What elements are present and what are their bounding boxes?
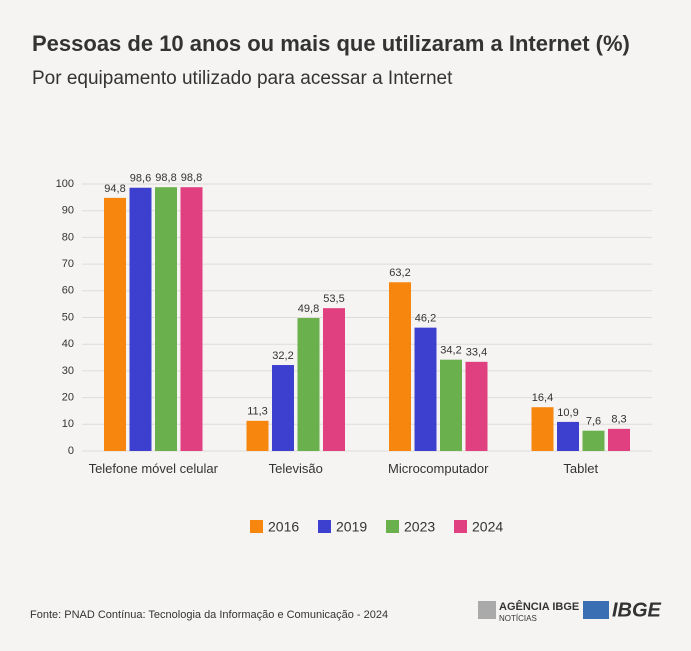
bar bbox=[465, 361, 488, 451]
bar bbox=[180, 187, 203, 452]
logo-icon bbox=[478, 601, 496, 619]
bar bbox=[104, 197, 126, 451]
bar bbox=[414, 327, 437, 451]
value-label: 16,4 bbox=[532, 392, 553, 404]
y-tick-label: 10 bbox=[62, 418, 74, 430]
value-label: 7,6 bbox=[586, 416, 601, 428]
bar bbox=[389, 282, 411, 451]
logo-ibge: IBGE bbox=[583, 599, 662, 621]
bar bbox=[129, 187, 152, 451]
y-tick-label: 100 bbox=[56, 178, 74, 190]
bar bbox=[323, 308, 345, 451]
y-tick-label: 70 bbox=[62, 258, 74, 270]
logo-text: NOTÍCIAS bbox=[499, 614, 537, 623]
x-tick-label: Tablet bbox=[563, 461, 599, 476]
bar bbox=[246, 420, 269, 451]
y-tick-label: 50 bbox=[62, 311, 74, 323]
legend-label: 2024 bbox=[472, 519, 503, 535]
legend-swatch bbox=[318, 520, 331, 533]
y-tick-label: 30 bbox=[62, 365, 74, 377]
bar bbox=[582, 430, 605, 451]
y-tick-label: 90 bbox=[62, 205, 74, 217]
value-label: 10,9 bbox=[557, 407, 578, 419]
legend-swatch bbox=[454, 520, 467, 533]
x-tick-label: Telefone móvel celular bbox=[88, 461, 218, 476]
legend-swatch bbox=[386, 520, 399, 533]
bar bbox=[440, 359, 462, 451]
value-label: 98,6 bbox=[130, 173, 151, 185]
value-label: 46,2 bbox=[415, 313, 436, 325]
value-label: 11,3 bbox=[247, 406, 268, 418]
legend-label: 2023 bbox=[404, 519, 435, 535]
value-label: 33,4 bbox=[466, 347, 487, 359]
x-tick-label: Televisão bbox=[268, 461, 323, 476]
legend-swatch bbox=[250, 520, 263, 533]
bar bbox=[557, 421, 579, 451]
source: Fonte: PNAD Contínua: Tecnologia da Info… bbox=[30, 609, 388, 621]
value-label: 94,8 bbox=[104, 183, 125, 195]
value-label: 49,8 bbox=[298, 303, 319, 315]
x-tick-label: Microcomputador bbox=[388, 461, 489, 476]
bar bbox=[155, 187, 177, 452]
value-label: 32,2 bbox=[272, 350, 293, 362]
value-label: 34,2 bbox=[440, 345, 461, 357]
logo-icon bbox=[583, 601, 609, 619]
value-label: 8,3 bbox=[611, 414, 626, 426]
logo-text: IBGE bbox=[612, 599, 662, 621]
value-label: 63,2 bbox=[389, 267, 410, 279]
chart-subtitle: Por equipamento utilizado para acessar a… bbox=[32, 68, 453, 89]
value-label: 98,8 bbox=[155, 172, 176, 184]
bar bbox=[531, 407, 554, 451]
y-tick-label: 20 bbox=[62, 392, 74, 404]
legend-label: 2019 bbox=[336, 519, 367, 535]
bar bbox=[297, 318, 320, 451]
chart-title: Pessoas de 10 anos ou mais que utilizara… bbox=[32, 31, 630, 56]
bar bbox=[272, 365, 294, 451]
bar bbox=[608, 428, 630, 451]
value-label: 98,8 bbox=[181, 172, 202, 184]
logo-agencia: AGÊNCIA IBGE NOTÍCIAS bbox=[478, 600, 579, 623]
y-tick-label: 60 bbox=[62, 285, 74, 297]
y-tick-label: 80 bbox=[62, 231, 74, 243]
y-tick-label: 0 bbox=[68, 445, 74, 457]
logo-text: AGÊNCIA IBGE bbox=[499, 600, 579, 613]
y-tick-label: 40 bbox=[62, 338, 74, 350]
legend-label: 2016 bbox=[268, 519, 299, 535]
value-label: 53,5 bbox=[323, 293, 344, 305]
